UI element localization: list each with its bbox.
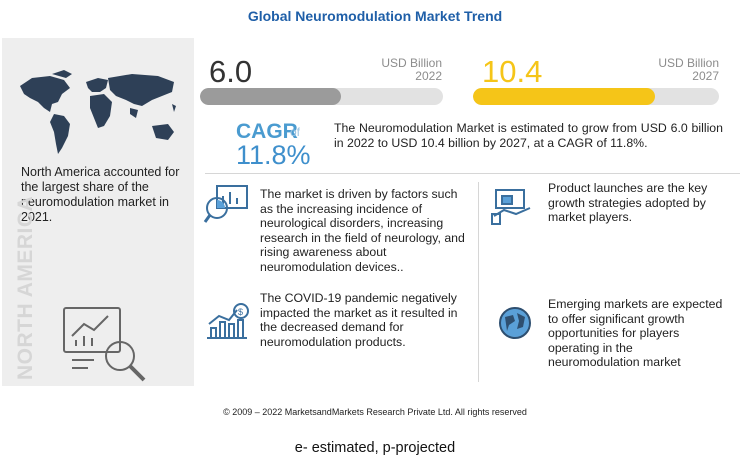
kpi-2022-year: 2022 — [415, 69, 442, 83]
kpi-2027-bar-fill — [473, 88, 656, 105]
kpi-2022-bar — [200, 88, 443, 105]
copyright-notice: © 2009 – 2022 MarketsandMarkets Research… — [223, 407, 527, 417]
infographic-title: Global Neuromodulation Market Trend — [247, 8, 503, 24]
divider-horizontal — [205, 173, 740, 174]
point-drivers: The market is driven by factors such as … — [260, 187, 465, 274]
point-emerging-markets: Emerging markets are expected to offer s… — [548, 297, 723, 369]
globe-icon — [499, 307, 531, 339]
kpi-2027-year: 2027 — [692, 69, 719, 83]
kpi-2022-unit: USD Billion — [381, 56, 442, 70]
divider-vertical — [478, 182, 479, 382]
product-launch-icon — [491, 189, 531, 225]
cagr-label: CAGR — [236, 120, 298, 143]
world-map-icon — [20, 70, 176, 154]
footnote-legend: e- estimated, p-projected — [294, 440, 456, 456]
cagr-value: 11.8% — [236, 140, 311, 170]
magnifier-chart-icon — [203, 185, 248, 223]
kpi-2027-unit: USD Billion — [658, 56, 719, 70]
point-product-launches: Product launches are the key growth stra… — [548, 181, 708, 224]
left-panel: North America accounted for the largest … — [2, 38, 194, 386]
kpi-2022-bar-fill — [200, 88, 341, 105]
point-covid-impact: The COVID-19 pandemic negatively impacte… — [260, 291, 458, 349]
cagr-of: of — [290, 125, 301, 139]
kpi-2027-value: 10.4 — [482, 54, 543, 89]
growth-dollar-icon: $ — [207, 303, 249, 339]
kpi-2027-bar — [473, 88, 719, 105]
market-summary: The Neuromodulation Market is estimated … — [334, 121, 723, 150]
vertical-region-text: NORTH AMERICA — [14, 195, 37, 380]
analytics-magnifier-icon — [63, 307, 146, 382]
svg-text:$: $ — [238, 307, 243, 317]
north-america-highlight: North America accounted for the largest … — [21, 165, 180, 224]
kpi-2022-value: 6.0 — [209, 54, 253, 89]
vertical-region-label: NORTH AMERICA — [10, 196, 40, 380]
